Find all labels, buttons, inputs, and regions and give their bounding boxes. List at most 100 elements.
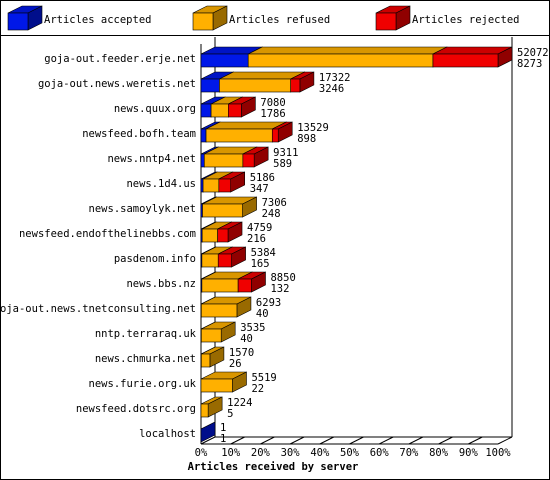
category-label: localhost xyxy=(139,428,196,440)
tick-mark xyxy=(260,436,275,445)
x-tick-label: 50% xyxy=(340,447,360,459)
x-tick-label: 30% xyxy=(281,447,301,459)
tick-mark xyxy=(319,436,335,445)
tick-mark xyxy=(200,436,216,445)
bar xyxy=(217,253,232,268)
bar xyxy=(201,278,239,293)
offered-label: 1224 xyxy=(227,397,252,409)
bar xyxy=(200,403,209,418)
x-tick-label: 100% xyxy=(485,447,511,459)
accepted-label: 216 xyxy=(247,233,266,245)
x-tick-label: 0% xyxy=(195,447,208,459)
bar xyxy=(200,53,249,68)
bar-top xyxy=(248,46,448,55)
bar xyxy=(200,103,212,118)
bar xyxy=(202,178,220,193)
bar xyxy=(200,153,205,168)
offered-label: 5186 xyxy=(250,172,275,184)
accepted-label: 589 xyxy=(273,158,292,170)
accepted-label: 132 xyxy=(270,283,289,295)
category-label: goja-out.news.weretis.net xyxy=(38,78,196,90)
offered-label: 1570 xyxy=(229,347,254,359)
offered-label: 6293 xyxy=(256,297,281,309)
category-label: news.furie.org.uk xyxy=(89,378,197,390)
accepted-label: 1786 xyxy=(260,108,285,120)
tick-mark xyxy=(497,436,513,445)
offered-label: 3535 xyxy=(240,322,265,334)
tick-mark xyxy=(230,436,245,445)
tick-mark xyxy=(289,436,305,445)
offered-label: 5519 xyxy=(251,372,276,384)
bar xyxy=(432,53,499,68)
x-tick-label: 70% xyxy=(399,447,419,459)
bar xyxy=(210,103,229,118)
bar xyxy=(237,278,252,293)
x-tick-label: 90% xyxy=(459,447,479,459)
offered-label: 52072 xyxy=(517,47,549,59)
bar xyxy=(205,128,273,143)
bar xyxy=(217,228,229,243)
bar xyxy=(200,128,207,143)
accepted-label: 40 xyxy=(256,308,269,320)
tick-mark xyxy=(468,436,483,445)
tick-mark xyxy=(408,436,424,445)
bar xyxy=(228,103,242,118)
category-label: news.samoylyk.net xyxy=(89,203,196,215)
tick-mark xyxy=(378,436,394,445)
accepted-label: 8273 xyxy=(517,58,542,70)
category-label: nntp.terraraq.uk xyxy=(95,328,197,340)
x-tick-label: 20% xyxy=(251,447,271,459)
category-label: pasdenom.info xyxy=(114,253,196,265)
offered-label: 7080 xyxy=(260,97,285,109)
bar xyxy=(219,78,291,93)
category-label: goja-out.feeder.erje.net xyxy=(44,53,196,65)
bar xyxy=(200,328,222,343)
offered-label: 4759 xyxy=(247,222,272,234)
x-axis-title: Articles received by server xyxy=(188,461,359,473)
bar xyxy=(218,178,232,193)
legend-label: Articles refused xyxy=(229,14,330,26)
legend-swatch xyxy=(7,12,29,31)
accepted-label: 347 xyxy=(250,183,269,195)
accepted-label: 26 xyxy=(229,358,242,370)
accepted-label: 5 xyxy=(227,408,233,420)
bar-top xyxy=(219,71,305,80)
x-tick-label: 80% xyxy=(429,447,449,459)
bar xyxy=(201,228,218,243)
bar xyxy=(200,303,238,318)
offered-label: 9311 xyxy=(273,147,298,159)
offered-label: 8850 xyxy=(270,272,295,284)
x-tick-label: 40% xyxy=(310,447,330,459)
offered-label: 17322 xyxy=(319,72,351,84)
bar xyxy=(200,378,233,393)
bar xyxy=(271,128,279,143)
category-label: newsfeed.bofh.team xyxy=(82,128,196,140)
bar xyxy=(242,153,255,168)
category-label: goja-out.news.tnetconsulting.net xyxy=(0,303,196,315)
category-label: news.chmurka.net xyxy=(95,353,196,365)
offered-label: 5384 xyxy=(251,247,276,259)
offered-label: 1 xyxy=(220,422,226,434)
accepted-label: 898 xyxy=(297,133,316,145)
legend-swatch xyxy=(192,12,214,31)
accepted-label: 3246 xyxy=(319,83,344,95)
offered-label: 7306 xyxy=(262,197,287,209)
category-label: newsfeed.dotsrc.org xyxy=(76,403,196,415)
accepted-label: 1 xyxy=(220,433,226,445)
bar xyxy=(203,153,244,168)
x-tick-label: 60% xyxy=(370,447,390,459)
category-label: news.quux.org xyxy=(114,103,196,115)
accepted-label: 165 xyxy=(251,258,270,270)
legend-label: Articles accepted xyxy=(44,14,151,26)
legend-swatch xyxy=(375,12,397,31)
bar-side xyxy=(200,421,216,443)
category-label: newsfeed.endofthelinebbs.com xyxy=(19,228,196,240)
x-tick-label: 10% xyxy=(221,447,241,459)
legend-label: Articles rejected xyxy=(412,14,519,26)
category-label: news.bbs.nz xyxy=(126,278,196,290)
category-label: news.1d4.us xyxy=(126,178,196,190)
offered-label: 13529 xyxy=(297,122,329,134)
accepted-label: 248 xyxy=(262,208,281,220)
bar xyxy=(200,353,211,368)
